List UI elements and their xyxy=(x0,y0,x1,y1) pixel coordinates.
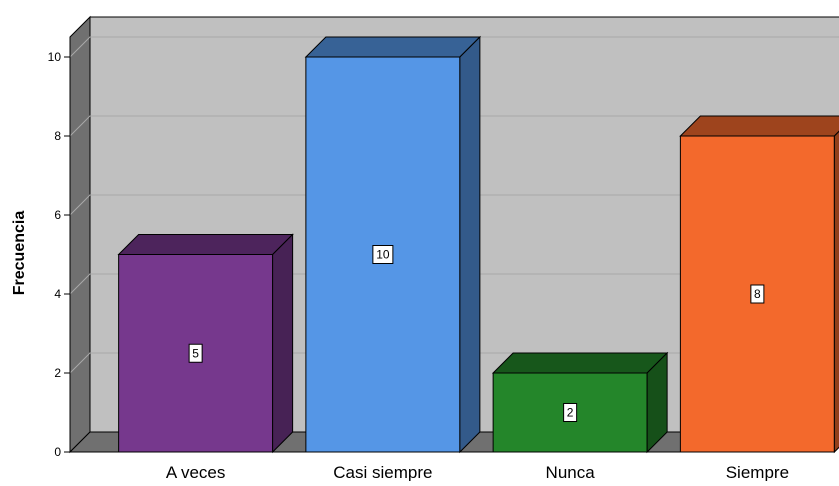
data-label-text: 8 xyxy=(754,287,761,301)
bar-side xyxy=(833,130,839,454)
data-label-box xyxy=(188,343,203,363)
bar-top xyxy=(304,36,482,58)
bar-side xyxy=(646,351,668,454)
y-tick-label: 0 xyxy=(54,445,61,459)
data-labels: 5 10 2 8 xyxy=(188,245,765,422)
bar-top xyxy=(117,234,294,255)
x-axis-category-labels: A veces Casi siempre Nunca Siempre xyxy=(166,463,789,482)
data-label-text: 10 xyxy=(376,248,390,262)
gridlines xyxy=(69,36,839,374)
gridline xyxy=(69,194,839,216)
bar-side xyxy=(272,233,294,454)
bar xyxy=(117,233,294,454)
y-tick-label: 4 xyxy=(54,287,61,301)
data-label: 5 xyxy=(188,343,203,363)
bar-side xyxy=(459,35,481,454)
y-axis-title: Frecuencia xyxy=(11,211,28,296)
bar xyxy=(304,35,482,454)
y-tick-label: 8 xyxy=(54,129,61,143)
bar xyxy=(679,115,839,454)
plot-side-wall xyxy=(69,15,91,454)
data-label: 8 xyxy=(750,284,765,304)
x-category-label: Nunca xyxy=(546,463,596,481)
bar-top xyxy=(491,352,669,374)
y-tick-label: 6 xyxy=(54,208,61,222)
data-label-box xyxy=(372,245,394,264)
gridline xyxy=(69,273,839,295)
data-label-text: 2 xyxy=(567,406,574,420)
y-tick-label: 2 xyxy=(54,366,61,380)
x-category-label: Siempre xyxy=(726,463,789,481)
x-category-label: Casi siempre xyxy=(333,463,432,481)
data-label-text: 5 xyxy=(192,346,199,360)
data-label-box xyxy=(563,403,578,422)
data-label-box xyxy=(750,284,765,304)
data-label: 2 xyxy=(563,403,578,422)
y-tick-label: 10 xyxy=(48,50,62,64)
gridline xyxy=(69,36,839,58)
gridline xyxy=(69,115,839,137)
bar-top xyxy=(679,115,839,137)
data-label: 10 xyxy=(372,245,394,264)
y-axis-ticks: 0 2 4 6 8 10 xyxy=(48,37,71,459)
bar xyxy=(491,351,669,454)
x-category-label: A veces xyxy=(166,463,226,481)
